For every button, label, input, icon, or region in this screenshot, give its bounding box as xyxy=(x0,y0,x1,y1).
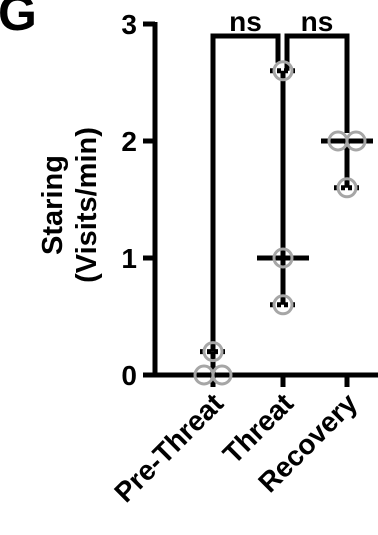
group-pre-threat xyxy=(187,341,239,386)
significance-bracket xyxy=(210,33,281,352)
y-axis-title-line2: (Visits/min) xyxy=(71,127,103,283)
x-category-label: Pre-Threat xyxy=(108,387,229,508)
axes xyxy=(152,22,378,387)
y-tick-label: 1 xyxy=(121,243,137,274)
y-tick-label: 3 xyxy=(121,9,137,40)
data-point xyxy=(272,294,294,316)
data-point xyxy=(272,247,294,269)
data-point xyxy=(345,130,367,152)
y-tick-label: 2 xyxy=(121,126,137,157)
data-point xyxy=(336,177,358,199)
data-point xyxy=(211,364,233,386)
data-point xyxy=(202,341,224,363)
y-axis-title-line1: Staring xyxy=(37,155,69,255)
significance-bracket xyxy=(284,33,350,133)
significance-label: ns xyxy=(229,6,262,37)
y-tick-label: 0 xyxy=(121,360,137,391)
data-point xyxy=(272,60,294,82)
panel-label: G xyxy=(0,0,37,41)
y-ticks: 0 1 2 3 xyxy=(121,9,155,391)
group-threat xyxy=(257,60,309,316)
significance-brackets: ns ns xyxy=(210,6,350,352)
group-recovery xyxy=(321,130,373,199)
data-groups xyxy=(187,60,373,386)
significance-label: ns xyxy=(301,6,334,37)
y-axis-title: Staring (Visits/min) xyxy=(37,127,103,283)
